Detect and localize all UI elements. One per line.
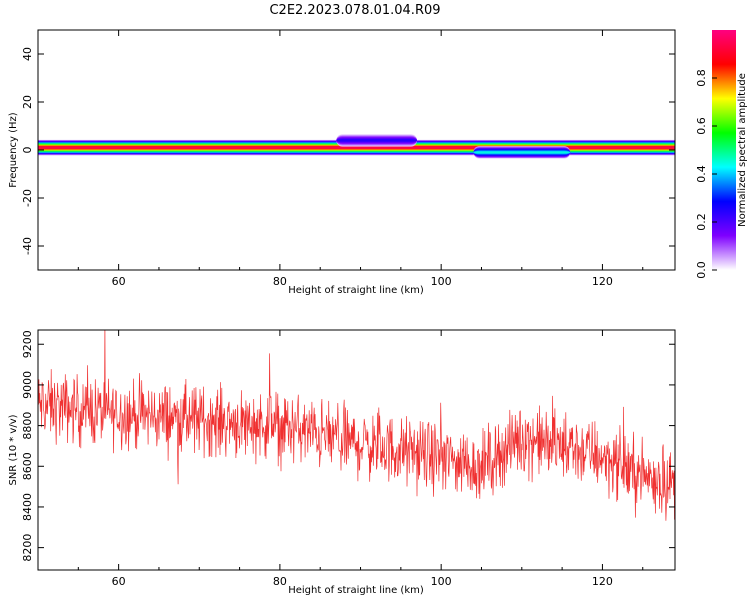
x-tick-label: 100 (431, 275, 452, 288)
y-tick-label: 8800 (21, 412, 34, 440)
spectrogram-y-label: Frequency (Hz) (8, 112, 19, 188)
colorbar: 0.0 0.2 0.4 0.6 0.8 Normalized spectral ampl… (695, 30, 748, 279)
x-tick-label: 60 (112, 575, 126, 588)
y-tick-label: 0 (21, 147, 34, 154)
y-tick-label: -20 (21, 189, 34, 207)
colorbar-label: Normalized spectral amplitude (737, 73, 748, 227)
spectral-band-level (473, 151, 571, 154)
snr-panel: 60 80 100 120 8200 8400 8600 8800 9000 9200 Heig… (8, 329, 676, 596)
x-tick-label: 60 (112, 275, 126, 288)
spectrogram-y-ticks: -40 -20 0 20 40 (21, 47, 675, 255)
snr-series-line (38, 330, 675, 521)
colorbar-tick-label: 0.2 (695, 213, 708, 231)
colorbar-tick-label: 0.4 (695, 165, 708, 183)
colorbar-gradient (712, 30, 736, 270)
spectral-band-level (38, 146, 675, 149)
y-tick-label: 8200 (21, 534, 34, 562)
spectrogram-panel: 60 80 100 120 -40 -20 0 20 40 Height of straigh… (8, 29, 676, 296)
colorbar-tick-label: 0.8 (695, 69, 708, 87)
y-tick-label: 9000 (21, 371, 34, 399)
colorbar-tick-label: 0.6 (695, 117, 708, 135)
spectral-band-level (336, 139, 417, 142)
x-tick-label: 80 (273, 275, 287, 288)
spectrogram-x-label: Height of straight line (km) (288, 285, 424, 296)
x-tick-label: 100 (431, 575, 452, 588)
chart-title: C2E2.2023.078.01.04.R09 (269, 3, 440, 18)
spectrogram-x-ticks: 60 80 100 120 (37, 30, 644, 288)
snr-x-label: Height of straight line (km) (288, 585, 424, 596)
snr-frame (37, 329, 676, 571)
colorbar-ticks: 0.0 0.2 0.4 0.6 0.8 (695, 69, 717, 279)
y-tick-label: -40 (21, 237, 34, 255)
y-tick-label: 9200 (21, 330, 34, 358)
x-tick-label: 120 (592, 575, 613, 588)
y-tick-label: 8600 (21, 452, 34, 480)
spectrogram-bands (38, 134, 675, 159)
snr-y-label: SNR (10 * v/v) (8, 414, 19, 485)
snr-x-ticks: 60 80 100 120 (37, 330, 644, 588)
y-tick-label: 40 (21, 47, 34, 61)
x-tick-label: 120 (592, 275, 613, 288)
x-tick-label: 80 (273, 575, 287, 588)
y-tick-label: 20 (21, 95, 34, 109)
snr-y-ticks: 8200 8400 8600 8800 9000 9200 (21, 330, 675, 562)
colorbar-tick-label: 0.0 (695, 261, 708, 279)
y-tick-label: 8400 (21, 493, 34, 521)
